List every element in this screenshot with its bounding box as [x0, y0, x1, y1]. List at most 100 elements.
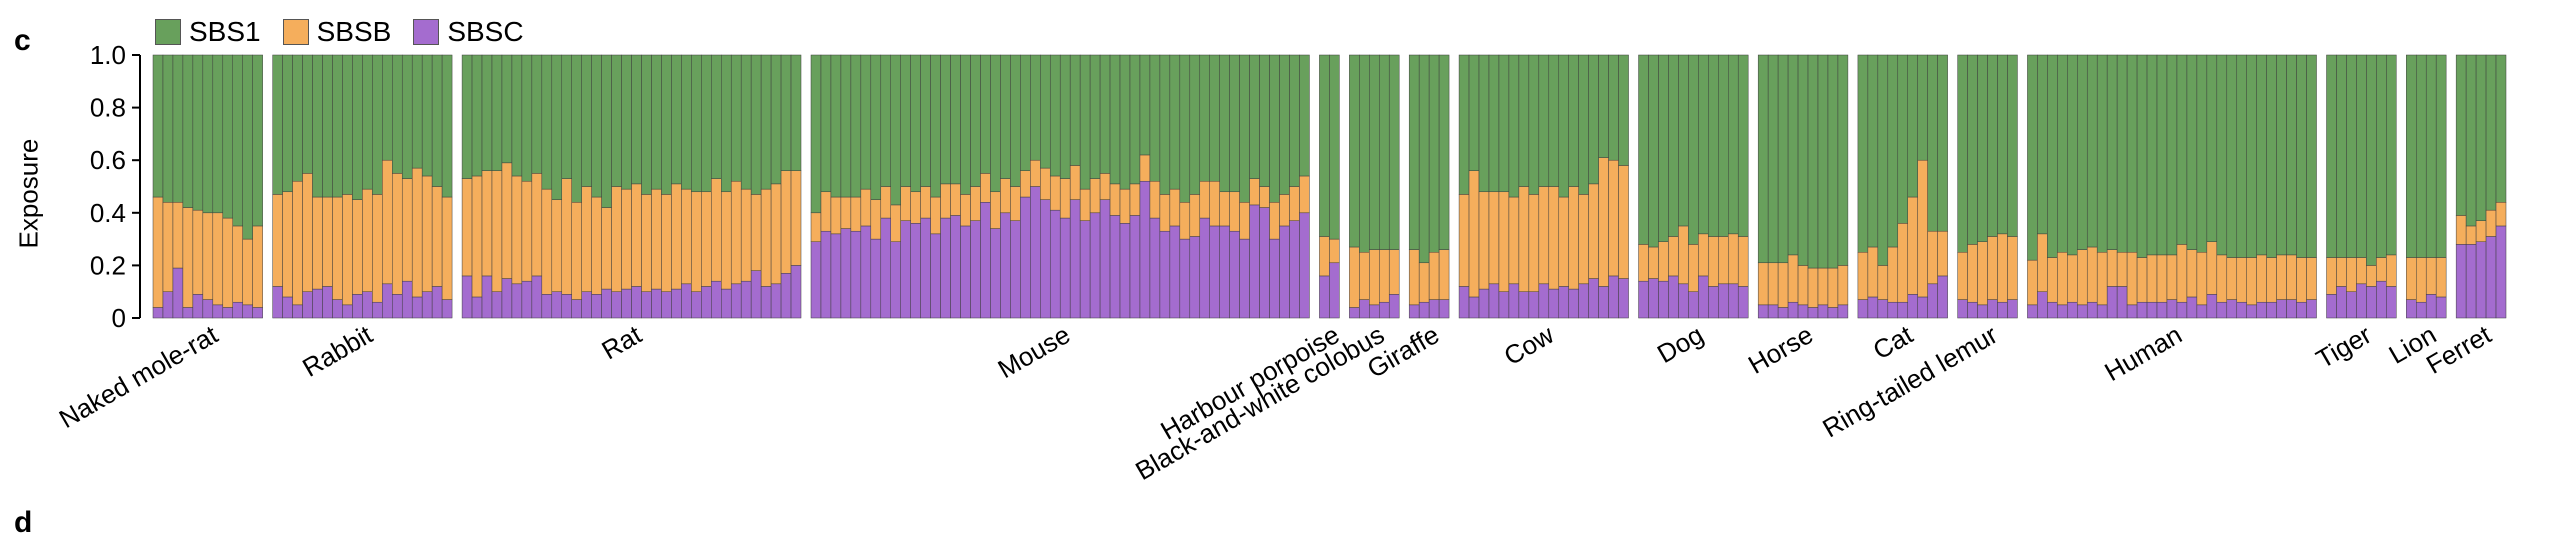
- bar-segment-sbsc: [2386, 286, 2397, 319]
- bar-segment-sbsc: [1109, 215, 1121, 319]
- bar-segment-sbsc: [511, 283, 523, 319]
- bar-segment-sbsc: [701, 286, 712, 319]
- bar-segment-sbs1: [691, 54, 702, 193]
- bar-segment-sbsb: [2096, 252, 2108, 306]
- bar-segment-sbsb: [1269, 202, 1280, 240]
- bar-segment-sbsb: [2206, 241, 2218, 295]
- bar-segment-sbsb: [342, 194, 353, 306]
- bar-segment-sbsb: [551, 199, 563, 292]
- bar-segment-sbs1: [1349, 54, 1360, 248]
- bar-segment-sbsc: [671, 288, 682, 319]
- bar-segment-sbsb: [870, 199, 882, 240]
- bar-segment-sbsb: [1538, 186, 1550, 285]
- bar-segment-sbsc: [1209, 225, 1220, 319]
- bar-segment-sbsb: [2256, 254, 2267, 303]
- bar-segment-sbsb: [671, 183, 682, 290]
- bar-segment-sbsb: [1329, 238, 1340, 264]
- bar-segment-sbsb: [840, 196, 852, 229]
- bar-segment-sbs1: [1867, 54, 1879, 248]
- bar-segment-sbsb: [1718, 236, 1729, 285]
- bar-segment-sbsb: [1608, 159, 1619, 277]
- bar-segment-sbs1: [322, 54, 333, 198]
- bar-segment-sbs1: [890, 54, 901, 206]
- bar-segment-sbsb: [372, 194, 383, 303]
- bar-segment-sbsc: [2266, 301, 2277, 319]
- bar-segment-sbsb: [1369, 249, 1380, 306]
- bar-segment-sbs1: [212, 54, 224, 214]
- bar-segment-sbsb: [1379, 249, 1390, 303]
- bar-segment-sbs1: [1388, 54, 1400, 250]
- bar-segment-sbsc: [531, 275, 543, 319]
- bar-segment-sbs1: [850, 54, 862, 198]
- bar-segment-sbsc: [1867, 296, 1879, 319]
- bar-segment-sbsb: [2226, 257, 2238, 300]
- bar-segment-sbsb: [2455, 215, 2467, 245]
- bar-segment-sbs1: [1817, 54, 1829, 269]
- bar-segment-sbsc: [1827, 307, 1839, 319]
- panel-letter-d: d: [14, 506, 33, 539]
- bar-segment-sbsb: [2406, 257, 2417, 300]
- bar-segment-sbsb: [661, 194, 672, 292]
- legend-swatch-sbsb: [282, 19, 309, 45]
- bar-segment-sbsb: [2106, 249, 2118, 287]
- bar-segment-sbsb: [1219, 191, 1230, 227]
- bar-segment-sbsc: [2376, 280, 2387, 319]
- bar-segment-sbsb: [1558, 196, 1569, 287]
- bar-segment-sbs1: [2086, 54, 2098, 248]
- bar-segment-sbsb: [332, 196, 343, 300]
- bar-segment-sbsb: [1977, 241, 1988, 306]
- bar-segment-sbsb: [421, 175, 433, 292]
- bar-segment-sbsc: [1558, 286, 1569, 319]
- bar-segment-sbs1: [352, 54, 363, 200]
- bar-segment-sbsb: [1837, 265, 1849, 306]
- bar-segment-sbsc: [1777, 307, 1789, 319]
- legend-label-sbsc: SBSC: [447, 16, 524, 47]
- bar-segment-sbsb: [272, 194, 283, 287]
- bar-segment-sbsc: [2326, 294, 2337, 319]
- bar-segment-sbsb: [701, 191, 712, 287]
- bar-segment-sbsc: [830, 233, 842, 319]
- bar-segment-sbsb: [182, 207, 194, 308]
- bar-segment-sbs1: [2246, 54, 2257, 258]
- bar-segment-sbsc: [1797, 304, 1809, 319]
- bar-segment-sbs1: [2047, 54, 2058, 258]
- bar-segment-sbsb: [481, 170, 493, 277]
- bar-segment-sbsc: [1040, 199, 1051, 319]
- bar-segment-sbsc: [940, 217, 951, 319]
- bar-segment-sbsb: [611, 186, 622, 292]
- bar-segment-sbsc: [421, 291, 433, 319]
- bar-segment-sbsc: [1857, 299, 1869, 319]
- bar-segment-sbs1: [1588, 54, 1599, 185]
- bar-segment-sbs1: [2106, 54, 2118, 250]
- bar-segment-sbsb: [1209, 180, 1220, 227]
- bar-segment-sbs1: [2366, 54, 2377, 266]
- bar-segment-sbsb: [1069, 165, 1081, 200]
- bar-segment-sbs1: [2176, 54, 2188, 245]
- bar-segment-sbsb: [461, 178, 473, 277]
- bar-segment-sbsc: [152, 307, 164, 319]
- bar-segment-sbsc: [1737, 286, 1749, 319]
- bar-segment-sbs1: [1668, 54, 1679, 237]
- bar-segment-sbsb: [1079, 188, 1091, 221]
- bar-segment-sbsb: [1668, 236, 1679, 277]
- bar-segment-sbsc: [1199, 217, 1210, 319]
- bar-segment-sbsc: [561, 294, 572, 319]
- bar-segment-sbsc: [920, 217, 931, 319]
- bar-segment-sbsc: [471, 296, 483, 319]
- bar-segment-sbsc: [750, 270, 762, 319]
- bar-segment-sbsc: [1159, 230, 1171, 319]
- bar-segment-sbsb: [1129, 183, 1141, 216]
- bar-segment-sbsc: [292, 304, 303, 319]
- bar-segment-sbs1: [661, 54, 672, 195]
- bar-segment-sbsc: [1598, 286, 1609, 319]
- bar-segment-sbsb: [740, 188, 752, 282]
- bar-segment-sbsc: [1149, 217, 1161, 319]
- bar-segment-sbsb: [810, 212, 822, 242]
- bar-segment-sbsc: [2296, 301, 2307, 319]
- bar-segment-sbsb: [1179, 202, 1191, 240]
- bar-segment-sbsc: [1418, 301, 1430, 319]
- bar-segment-sbsb: [2376, 257, 2387, 282]
- bar-segment-sbs1: [2485, 54, 2497, 211]
- bar-segment-sbsc: [232, 301, 243, 319]
- bar-segment-sbsb: [631, 183, 642, 287]
